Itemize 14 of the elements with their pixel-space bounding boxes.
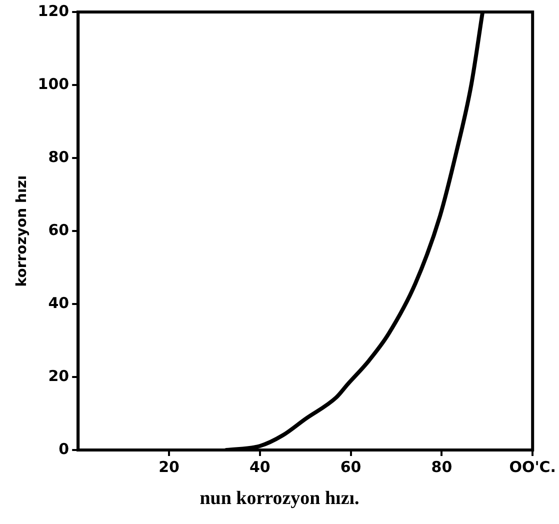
y-tick-label: 40: [48, 294, 70, 312]
x-tick-label: OO'C.: [509, 458, 556, 476]
y-tick-label: 100: [38, 74, 70, 93]
y-tick-label: 80: [48, 148, 70, 166]
x-tick-label: 80: [431, 458, 452, 476]
y-tick-label: 20: [48, 366, 70, 385]
x-tick-label: 40: [249, 458, 270, 476]
x-tick-label: 20: [158, 458, 180, 476]
y-tick-label: 0: [58, 440, 70, 458]
y-tick-label: 60: [48, 220, 70, 239]
y-tick-label: 120: [38, 2, 70, 20]
y-axis-title: korrozyon hızı: [14, 175, 30, 287]
x-tick-label: 60: [340, 458, 362, 476]
x-axis-title: nun korrozyon hızı.: [198, 488, 360, 510]
